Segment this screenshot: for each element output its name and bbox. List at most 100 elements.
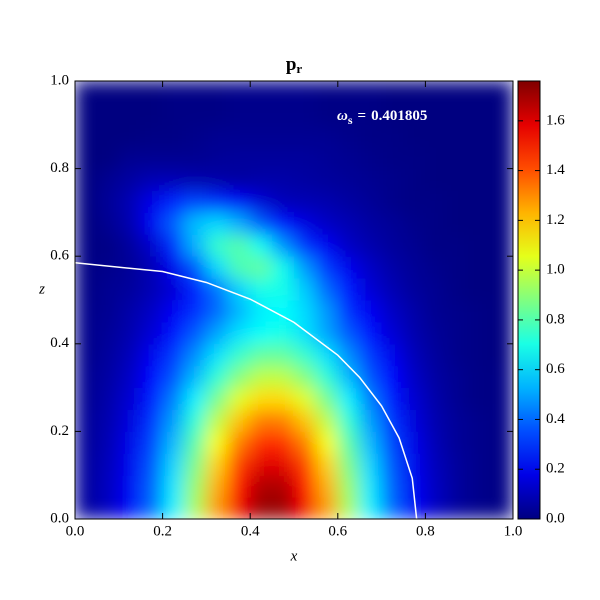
heat-cell <box>205 81 229 104</box>
heat-cell <box>424 255 448 279</box>
heat-cell <box>468 343 492 367</box>
heat-cell <box>468 255 492 279</box>
heat-cell <box>162 365 185 389</box>
heat-cell <box>249 277 273 301</box>
heat-cell <box>118 299 142 323</box>
heat-cell <box>490 452 513 476</box>
heat-cell <box>227 255 251 279</box>
heat-cell <box>271 321 295 345</box>
x-tick-label: 0.0 <box>66 523 85 539</box>
heat-cell <box>271 343 295 367</box>
heat-cell <box>162 452 185 476</box>
heat-cell <box>96 496 120 519</box>
heat-cell <box>96 343 120 367</box>
heat-cell <box>424 496 448 519</box>
heat-cell <box>490 409 513 432</box>
heat-cell <box>118 452 142 476</box>
heat-cell <box>162 299 185 323</box>
heat-cell <box>293 496 317 519</box>
heat-cell <box>337 146 361 170</box>
heat-cell <box>446 452 470 476</box>
heat-cell <box>249 102 273 126</box>
heat-cell <box>315 124 339 148</box>
heat-cell <box>75 430 98 454</box>
heat-cell <box>227 452 251 476</box>
heat-cell <box>205 409 229 432</box>
heat-cell <box>118 146 142 170</box>
y-tick-label: 0.4 <box>50 335 69 351</box>
x-tick-label: 0.6 <box>328 523 347 539</box>
heat-cell <box>293 430 317 454</box>
heat-cell <box>75 168 98 191</box>
heat-cell <box>337 190 361 213</box>
heat-cell <box>403 255 426 279</box>
heat-cell <box>271 430 295 454</box>
heat-cell <box>403 102 426 126</box>
heat-cell <box>75 146 98 170</box>
heat-cell <box>446 255 470 279</box>
heat-cell <box>118 321 142 345</box>
heat-cell <box>446 474 470 498</box>
heat-cell <box>359 233 383 257</box>
colorbar-tick-label: 1.0 <box>546 262 565 278</box>
heat-cell <box>96 190 120 213</box>
heat-cell <box>75 474 98 498</box>
heat-cell <box>403 496 426 519</box>
overlay: 0.0 0.2 0.4 0.6 0.8 1.0 0.0 0.2 0.4 0.6 0.8 1.0 0.0 0… <box>50 72 565 539</box>
heat-cell <box>446 387 470 410</box>
heat-cell <box>184 168 207 191</box>
heat-cell <box>205 299 229 323</box>
heat-cell <box>184 321 207 345</box>
heat-cell <box>118 365 142 389</box>
heat-cell <box>227 124 251 148</box>
heat-cell <box>293 146 317 170</box>
heat-cell <box>227 277 251 301</box>
colorbar-tick-label: 1.4 <box>546 162 565 178</box>
heat-cell <box>118 387 142 410</box>
heat-cell <box>403 146 426 170</box>
heat-cell <box>205 321 229 345</box>
heat-cell <box>337 81 361 104</box>
heat-cell <box>96 255 120 279</box>
heat-cell <box>315 233 339 257</box>
heat-cell <box>446 277 470 301</box>
heat-cell <box>271 81 295 104</box>
heat-cell <box>96 452 120 476</box>
y-tick-label: 1.0 <box>50 72 69 88</box>
heat-cell <box>490 365 513 389</box>
heat-cell <box>446 81 470 104</box>
heat-cell <box>271 124 295 148</box>
heat-cell <box>337 343 361 367</box>
heat-cell <box>468 430 492 454</box>
heat-cell <box>75 299 98 323</box>
heat-cell <box>359 387 383 410</box>
heat-cell <box>227 233 251 257</box>
heat-cell <box>490 168 513 191</box>
heatmap <box>75 81 513 519</box>
heat-cell <box>205 387 229 410</box>
heat-cell <box>162 255 185 279</box>
heat-cell <box>96 387 120 410</box>
heat-cell <box>96 474 120 498</box>
heat-cell <box>381 299 404 323</box>
heat-cell <box>184 474 207 498</box>
heat-cell <box>403 343 426 367</box>
heat-cell <box>249 452 273 476</box>
heat-cell <box>118 233 142 257</box>
heat-cell <box>184 365 207 389</box>
heat-cell <box>315 365 339 389</box>
heat-cell <box>293 452 317 476</box>
heat-cell <box>359 430 383 454</box>
heat-cell <box>249 81 273 104</box>
heat-cell <box>140 190 164 213</box>
heat-cell <box>468 168 492 191</box>
heat-cell <box>140 124 164 148</box>
annotation-equals: = <box>358 108 367 124</box>
heat-cell <box>227 146 251 170</box>
colorbar-tick-label: 0.6 <box>546 361 565 377</box>
heat-cell <box>403 190 426 213</box>
heat-cell <box>381 168 404 191</box>
heat-cell <box>424 409 448 432</box>
heat-cell <box>249 343 273 367</box>
heat-cell <box>75 255 98 279</box>
